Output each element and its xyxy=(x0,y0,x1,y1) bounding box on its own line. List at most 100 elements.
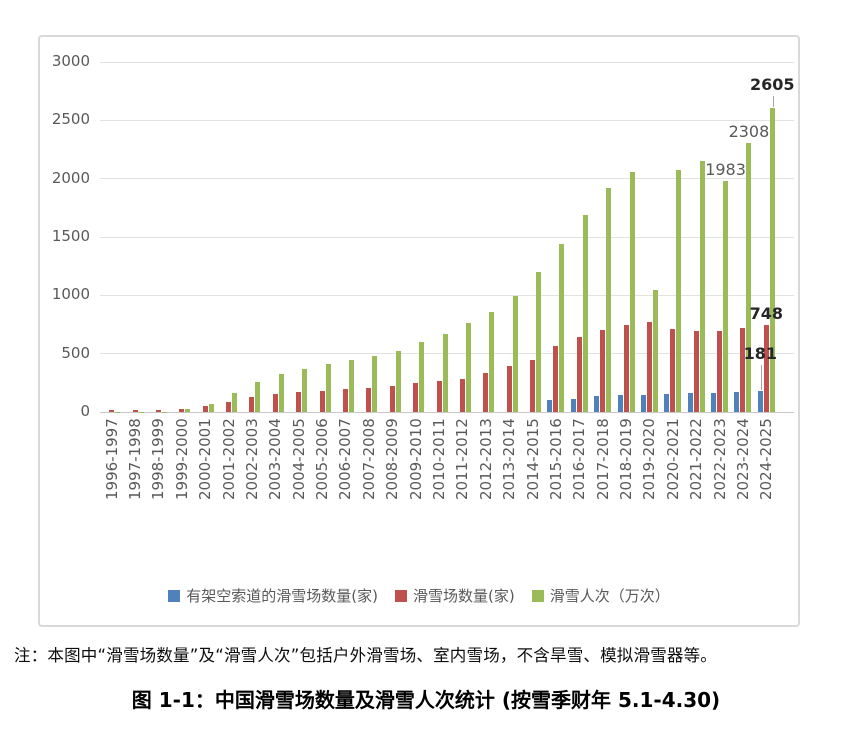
note: 注：本图中“滑雪场数量”及“滑雪人次”包括户外滑雪场、室内雪场，不含旱雪、模拟滑… xyxy=(14,646,717,665)
x-tick-label: 2001-2002 xyxy=(219,418,238,500)
y-tick-label: 0 xyxy=(80,402,90,420)
gridline xyxy=(100,236,794,238)
bar xyxy=(296,392,302,412)
bar xyxy=(740,328,746,412)
x-tick-label: 2011-2012 xyxy=(453,418,472,500)
bar xyxy=(746,142,752,412)
bar xyxy=(155,410,161,412)
legend-item: 有架空索道的滑雪场数量(家) xyxy=(168,585,378,606)
bar xyxy=(302,368,308,412)
bar xyxy=(629,172,635,412)
x-tick-label: 1999-2000 xyxy=(172,418,191,500)
data-label: 2308 xyxy=(728,121,770,141)
bar xyxy=(594,396,600,412)
x-tick-label: 2016-2017 xyxy=(570,418,589,500)
x-tick-label: 2019-2020 xyxy=(640,418,659,500)
x-tick-label: 2004-2005 xyxy=(289,418,308,500)
bar xyxy=(185,409,191,412)
x-tick-label: 2005-2006 xyxy=(313,418,332,500)
bar xyxy=(272,394,278,412)
bar xyxy=(652,289,658,412)
x-tick-label: 2014-2015 xyxy=(523,418,542,500)
x-tick-label: 2023-2024 xyxy=(733,418,752,500)
bar xyxy=(348,359,354,412)
bar xyxy=(395,350,401,412)
bar xyxy=(617,395,623,412)
x-tick-label: 1996-1997 xyxy=(102,418,121,500)
bar xyxy=(757,390,763,412)
x-axis-labels: 1996-1997 1997-1998 1998-1999 1999-2000 2000… xyxy=(40,37,798,625)
x-tick-label: 2000-2001 xyxy=(196,418,215,500)
bar xyxy=(465,323,471,412)
bar xyxy=(559,243,565,412)
legend-swatch-icon xyxy=(168,589,181,602)
bar xyxy=(606,188,612,412)
bar xyxy=(249,397,255,412)
bar xyxy=(687,393,693,412)
bar xyxy=(623,325,629,412)
bar xyxy=(699,161,705,412)
data-label: 181 xyxy=(743,343,777,363)
bar xyxy=(132,410,138,412)
chart-frame: 0 500 1000 1500 2000 2500 3000 1983 2308 2605 748… xyxy=(38,35,800,627)
bar xyxy=(208,403,214,412)
legend-item: 滑雪人次（万次） xyxy=(531,585,670,606)
x-tick-label: 2024-2025 xyxy=(757,418,776,500)
bar xyxy=(676,170,682,412)
bar xyxy=(646,322,652,412)
bar xyxy=(342,389,348,412)
bar xyxy=(226,401,232,412)
caption: 图 1-1：中国滑雪场数量及滑雪人次统计 (按雪季财年 5.1-4.30) xyxy=(131,688,721,712)
bar xyxy=(547,400,553,412)
bar xyxy=(734,392,740,412)
x-tick-label: 1997-1998 xyxy=(126,418,145,500)
bar xyxy=(506,365,512,412)
x-tick-label: 2003-2004 xyxy=(266,418,285,500)
y-tick-label: 2000 xyxy=(51,168,90,187)
plot-area: 1983 2308 2605 748 181 xyxy=(100,62,795,412)
bar xyxy=(413,382,419,412)
x-tick-label: 2009-2010 xyxy=(406,418,425,500)
x-tick-label: 2006-2007 xyxy=(336,418,355,500)
legend: 有架空索道的滑雪场数量(家) 滑雪场数量(家) 滑雪人次（万次） xyxy=(40,585,798,606)
bar xyxy=(693,331,699,412)
bar xyxy=(670,328,676,412)
x-tick-label: 2020-2021 xyxy=(663,418,682,500)
bar xyxy=(389,385,395,412)
x-tick-label: 2012-2013 xyxy=(476,418,495,500)
x-tick-label: 2010-2011 xyxy=(430,418,448,500)
bar xyxy=(640,394,646,412)
gridline xyxy=(100,119,794,121)
bar xyxy=(576,336,582,412)
bar xyxy=(459,379,465,412)
bar xyxy=(582,214,588,412)
x-tick-label: 2008-2009 xyxy=(383,418,402,500)
legend-label: 有架空索道的滑雪场数量(家) xyxy=(186,587,378,605)
data-label: 2605 xyxy=(750,75,795,95)
gridline xyxy=(100,61,794,63)
y-tick-label: 500 xyxy=(61,343,90,362)
x-tick-label: 2007-2008 xyxy=(359,418,378,500)
y-axis-labels: 0 500 1000 1500 2000 2500 3000 xyxy=(40,37,94,625)
y-tick-label: 1500 xyxy=(51,227,90,245)
bar xyxy=(530,360,536,412)
bar xyxy=(717,330,723,412)
bar xyxy=(366,387,372,412)
bar xyxy=(570,398,576,412)
bar xyxy=(319,391,325,412)
bar xyxy=(179,408,185,412)
gridline xyxy=(100,294,794,296)
bar xyxy=(255,381,261,412)
x-axis-line xyxy=(100,411,794,413)
bar xyxy=(109,410,115,412)
x-tick-label: 2022-2023 xyxy=(710,418,729,500)
legend-item: 滑雪场数量(家) xyxy=(394,585,515,606)
x-tick-label: 2002-2003 xyxy=(242,418,261,500)
leader-line xyxy=(773,96,775,108)
bar xyxy=(769,108,775,412)
bar xyxy=(536,272,542,412)
bar xyxy=(202,405,208,412)
bar xyxy=(763,324,769,412)
x-tick-label: 2018-2019 xyxy=(617,418,636,500)
leader-line xyxy=(761,364,763,390)
